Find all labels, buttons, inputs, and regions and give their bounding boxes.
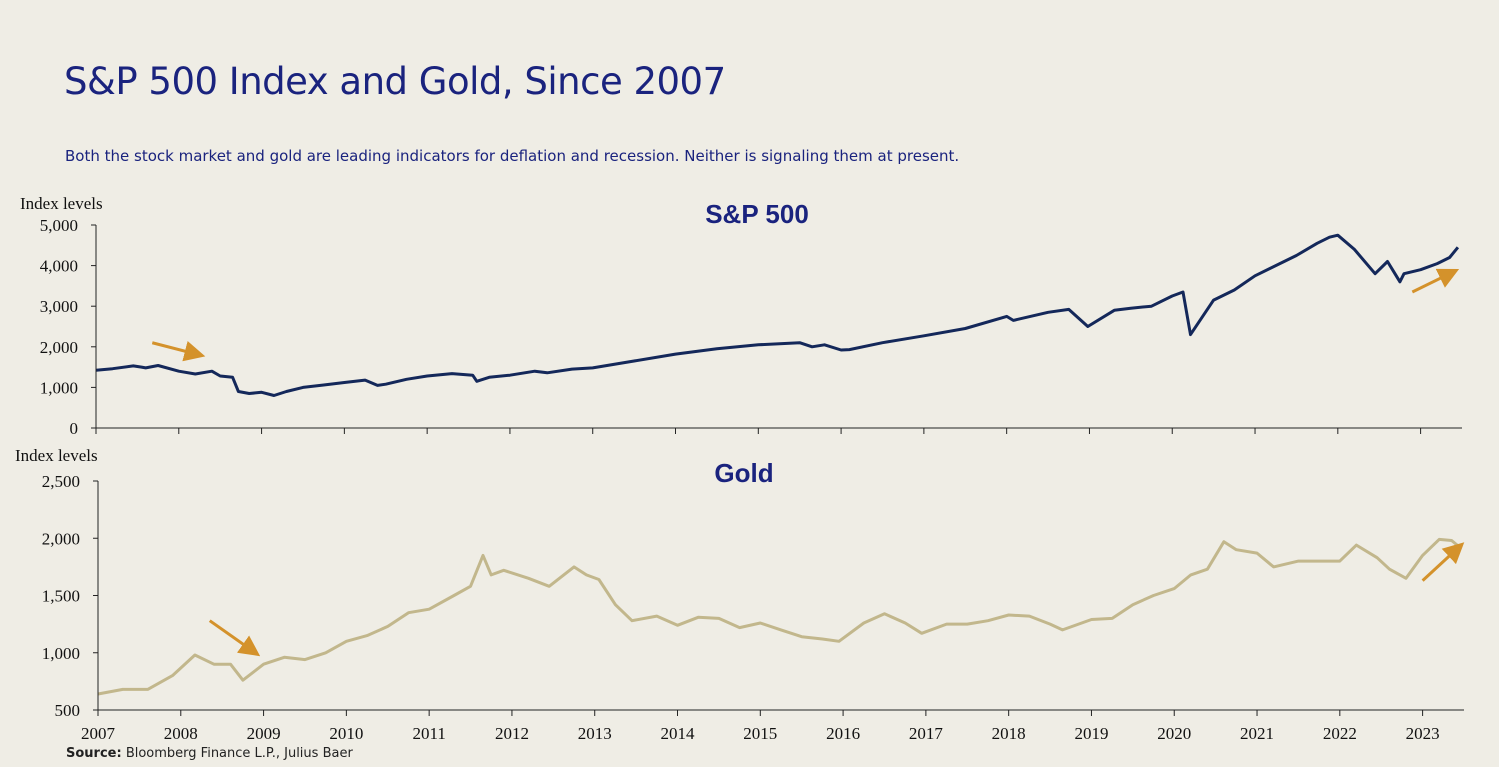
sp500-y-ticks: 0 1,000 2,000 3,000 4,000 5,000 [40, 216, 96, 438]
gold-x-tick-label: 2021 [1240, 724, 1274, 743]
sp500-y-tick-label: 0 [70, 419, 79, 438]
gold-x-tick-label: 2007 [81, 724, 116, 743]
sp500-panel: Index levels S&P 500 0 1,000 2,000 3,000 4,0… [20, 194, 1462, 438]
gold-x-tick-label: 2008 [164, 724, 198, 743]
gold-y-tick-label: 2,000 [42, 529, 80, 548]
gold-x-tick-label: 2010 [329, 724, 363, 743]
gold-panel: Index levels Gold 500 1,000 1,500 2,000 2,50… [15, 446, 1465, 743]
gold-x-tick-label: 2019 [1074, 724, 1108, 743]
gold-arrows [208, 542, 1465, 657]
chart-title: S&P 500 Index and Gold, Since 2007 [64, 60, 726, 103]
gold-y-tick-label: 2,500 [42, 472, 80, 491]
sp500-y-tick-label: 5,000 [40, 216, 78, 235]
gold-y-axis-label: Index levels [15, 446, 98, 465]
gold-y-tick-label: 500 [55, 701, 81, 720]
source-note: Source: Bloomberg Finance L.P., Julius B… [66, 746, 353, 761]
gold-x-tick-label: 2020 [1157, 724, 1191, 743]
sp500-y-tick-label: 3,000 [40, 297, 78, 316]
source-text: Bloomberg Finance L.P., Julius Baer [121, 746, 353, 761]
source-label: Source: [66, 746, 122, 761]
sp500-y-axis-label: Index levels [20, 194, 103, 213]
sp500-y-tick-label: 2,000 [40, 338, 78, 357]
chart-subtitle: Both the stock market and gold are leadi… [65, 147, 960, 165]
gold-x-tick-label: 2011 [412, 724, 445, 743]
sp500-series-line [95, 233, 1460, 397]
sp500-arrow-down-right [151, 341, 206, 362]
gold-x-tick-label: 2023 [1406, 724, 1440, 743]
sp500-panel-title: S&P 500 [705, 199, 809, 229]
gold-x-tick-label: 2022 [1323, 724, 1357, 743]
gold-arrow-down-right [208, 619, 261, 657]
sp500-y-tick-label: 1,000 [40, 378, 78, 397]
sp500-arrow-up-right [1411, 268, 1460, 294]
sp500-x-ticks [95, 428, 1422, 434]
gold-series-line [97, 537, 1461, 696]
sp500-arrows [151, 268, 1460, 362]
gold-x-tick-label: 2012 [495, 724, 529, 743]
gold-y-tick-label: 1,000 [42, 644, 80, 663]
sp500-y-tick-label: 4,000 [40, 257, 78, 276]
gold-x-tick-label: 2015 [743, 724, 777, 743]
gold-x-tick-label: 2014 [661, 724, 696, 743]
gold-x-tick-label: 2013 [578, 724, 612, 743]
gold-y-tick-label: 1,500 [42, 587, 80, 606]
gold-y-ticks: 500 1,000 1,500 2,000 2,500 [42, 472, 98, 720]
gold-x-tick-label: 2009 [247, 724, 281, 743]
gold-x-tick-label: 2016 [826, 724, 860, 743]
gold-arrow-up-right [1421, 542, 1465, 582]
gold-panel-title: Gold [714, 458, 773, 488]
gold-x-tick-label: 2017 [909, 724, 944, 743]
gold-x-ticks: 2007 2008 2009 2010 2011 2012 2013 2014 2015 2016… [81, 710, 1440, 743]
gold-x-tick-label: 2018 [992, 724, 1026, 743]
